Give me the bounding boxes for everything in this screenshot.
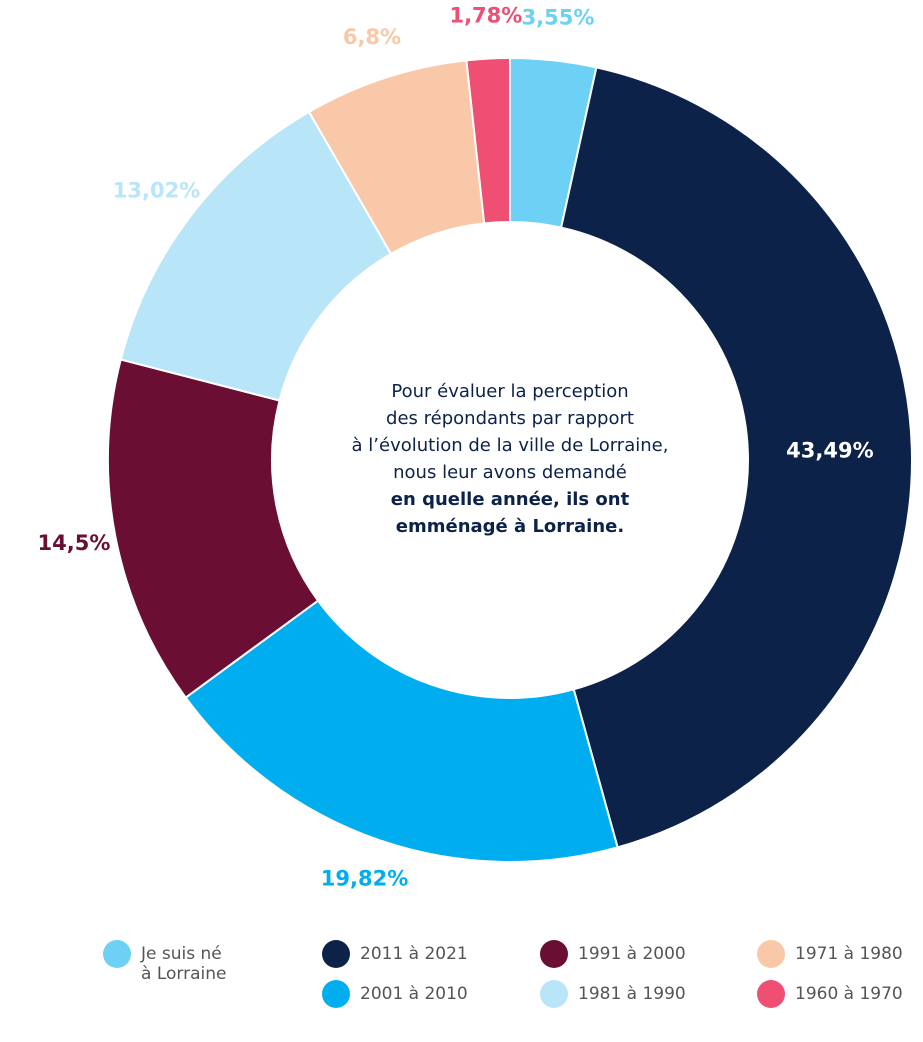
legend-label: 1981 à 1990 <box>578 984 688 1004</box>
legend-item: 2011 à 2021 <box>322 944 470 968</box>
value-label: 19,82% <box>321 866 408 890</box>
legend-item: 1971 à 1980 <box>757 944 905 968</box>
value-label: 1,78% <box>449 4 522 28</box>
legend-label: 2001 à 2010 <box>360 984 470 1004</box>
chart: 3,55% 43,49% 19,82% 14,5% 13,02% 6,8% 1,78% Pou… <box>0 0 923 1042</box>
value-label: 43,49% <box>786 438 873 462</box>
annotation-bold: en quelle année, ils ont <box>391 489 630 510</box>
legend-item: 2001 à 2010 <box>322 984 470 1008</box>
annotation-bold: emménagé à Lorraine. <box>396 516 624 537</box>
annotation-line: à l’évolution de la ville de Lorraine, <box>352 435 669 456</box>
value-label: 14,5% <box>38 531 111 555</box>
annotation-line: Pour évaluer la perception <box>391 381 628 402</box>
legend-label: 1960 à 1970 <box>795 984 905 1004</box>
legend-swatch <box>540 940 568 968</box>
annotation-line: des répondants par rapport <box>386 408 634 429</box>
legend-item: 1991 à 2000 <box>540 944 688 968</box>
legend-item: Je suis né à Lorraine <box>103 944 231 984</box>
legend-swatch <box>757 980 785 1008</box>
legend-swatch <box>757 940 785 968</box>
legend-swatch <box>322 980 350 1008</box>
legend-item: 1960 à 1970 <box>757 984 905 1008</box>
legend-label: 1971 à 1980 <box>795 944 905 964</box>
legend-label: 1991 à 2000 <box>578 944 688 964</box>
legend-label: 2011 à 2021 <box>360 944 470 964</box>
value-label: 6,8% <box>343 25 401 49</box>
legend-swatch <box>103 940 131 968</box>
legend-label: Je suis né à Lorraine <box>141 944 231 984</box>
annotation-line: nous leur avons demandé <box>393 462 627 483</box>
value-label: 13,02% <box>113 178 200 202</box>
value-label: 3,55% <box>522 6 595 30</box>
legend-swatch <box>540 980 568 1008</box>
legend-swatch <box>322 940 350 968</box>
legend-item: 1981 à 1990 <box>540 984 688 1008</box>
page: 3,55% 43,49% 19,82% 14,5% 13,02% 6,8% 1,78% Pou… <box>0 0 923 1042</box>
